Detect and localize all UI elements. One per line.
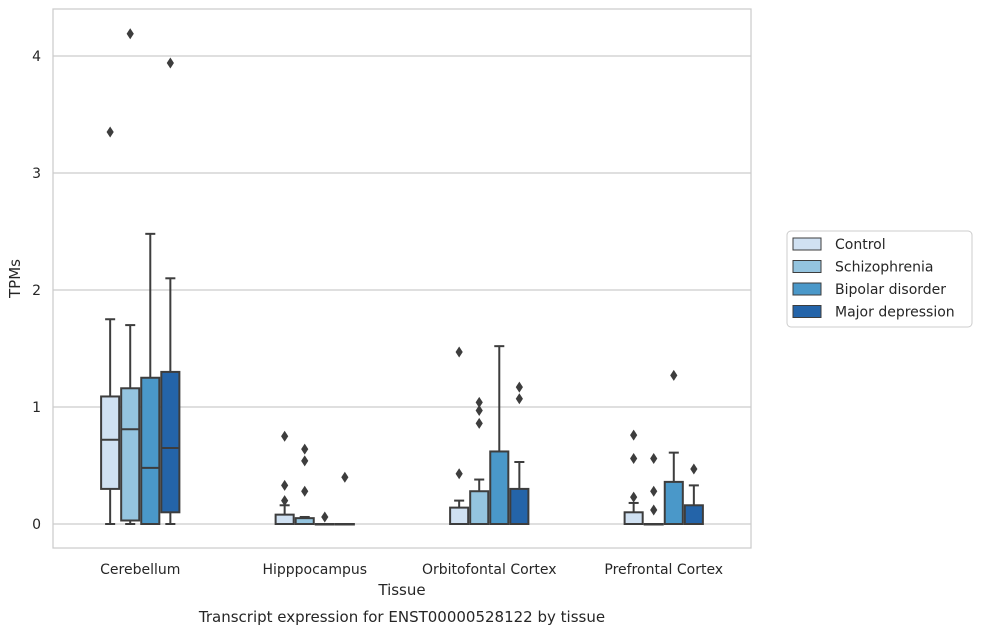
outlier-point bbox=[106, 126, 114, 138]
iqr-box bbox=[449, 506, 470, 525]
legend-label: Major depression bbox=[835, 305, 955, 321]
outlier-point bbox=[475, 417, 483, 429]
x-tick-label: Orbitofontal Cortex bbox=[422, 562, 557, 578]
boxes bbox=[100, 28, 704, 526]
outlier-point bbox=[690, 463, 698, 475]
box-major-depression bbox=[160, 57, 181, 525]
plot-area-frame bbox=[52, 8, 752, 549]
outlier-point bbox=[301, 485, 309, 497]
x-tick-labels: Cerebellum Hipppocampus Orbitofontal Corte… bbox=[100, 562, 723, 578]
outlier-point bbox=[630, 491, 638, 503]
box-bipolar-disorder bbox=[489, 345, 510, 525]
iqr-box bbox=[683, 504, 704, 525]
legend-frame bbox=[786, 230, 973, 328]
outlier-point bbox=[630, 429, 638, 441]
outlier-point bbox=[455, 468, 463, 480]
y-tick-label: 3 bbox=[32, 166, 41, 182]
x-tick-label: Prefrontal Cortex bbox=[604, 562, 723, 578]
outlier-point bbox=[475, 405, 483, 417]
box-major-depression bbox=[509, 381, 530, 525]
box-schizophrenia bbox=[120, 28, 141, 525]
x-tick-label: Cerebellum bbox=[100, 562, 180, 578]
legend-swatch bbox=[792, 305, 822, 318]
y-tick-labels: 0 1 2 3 4 bbox=[32, 49, 41, 533]
outlier-point bbox=[475, 396, 483, 408]
box-bipolar-disorder bbox=[140, 232, 161, 525]
outlier-point bbox=[126, 28, 134, 40]
iqr-box bbox=[489, 450, 510, 525]
legend-swatch bbox=[792, 237, 822, 251]
outlier-point bbox=[341, 471, 349, 483]
outlier-point bbox=[630, 452, 638, 464]
box-control bbox=[449, 346, 470, 525]
legend-swatch bbox=[792, 260, 822, 273]
iqr-box bbox=[623, 511, 644, 525]
outlier-point bbox=[650, 452, 658, 464]
outlier-point bbox=[670, 369, 678, 381]
iqr-box bbox=[509, 487, 530, 525]
outlier-point bbox=[281, 495, 289, 507]
iqr-box bbox=[100, 395, 121, 490]
x-tick-label: Hipppocampus bbox=[262, 562, 367, 578]
box-schizophrenia bbox=[469, 396, 490, 525]
legend-label: Control bbox=[835, 237, 886, 253]
outlier-point bbox=[301, 455, 309, 467]
y-axis-label: TPMs bbox=[6, 259, 24, 299]
outlier-point bbox=[281, 479, 289, 491]
box-schizophrenia bbox=[643, 452, 664, 526]
y-tick-label: 4 bbox=[32, 49, 41, 65]
iqr-box bbox=[140, 376, 161, 525]
outlier-point bbox=[650, 485, 658, 497]
box-control bbox=[274, 430, 295, 526]
y-tick-label: 0 bbox=[32, 517, 41, 533]
box-control bbox=[100, 126, 121, 525]
y-tick-label: 1 bbox=[32, 400, 41, 416]
outlier-point bbox=[281, 430, 289, 442]
chart-caption: Transcript expression for ENST0000052812… bbox=[198, 608, 605, 626]
legend-label: Bipolar disorder bbox=[835, 282, 946, 298]
box-bipolar-disorder bbox=[314, 511, 335, 526]
outlier-point bbox=[301, 443, 309, 455]
iqr-box bbox=[469, 490, 490, 525]
legend: Control Schizophrenia Bipolar disorder Majo… bbox=[786, 230, 973, 328]
outlier-point bbox=[515, 381, 523, 393]
box-control bbox=[623, 429, 644, 525]
legend-swatch bbox=[792, 282, 822, 296]
box-major-depression bbox=[334, 471, 355, 526]
box-bipolar-disorder bbox=[663, 369, 684, 526]
iqr-box bbox=[160, 370, 181, 514]
outlier-point bbox=[166, 57, 174, 69]
iqr-box bbox=[274, 513, 295, 526]
legend-label: Schizophrenia bbox=[835, 260, 933, 276]
x-axis-label: Tissue bbox=[377, 581, 425, 599]
y-tick-label: 2 bbox=[32, 283, 41, 299]
outlier-point bbox=[321, 511, 329, 523]
iqr-box bbox=[663, 480, 684, 526]
box-major-depression bbox=[683, 463, 704, 525]
outlier-point bbox=[455, 346, 463, 358]
iqr-box bbox=[120, 387, 141, 522]
box-schizophrenia bbox=[294, 443, 315, 526]
outlier-point bbox=[650, 504, 658, 516]
outlier-point bbox=[515, 393, 523, 405]
